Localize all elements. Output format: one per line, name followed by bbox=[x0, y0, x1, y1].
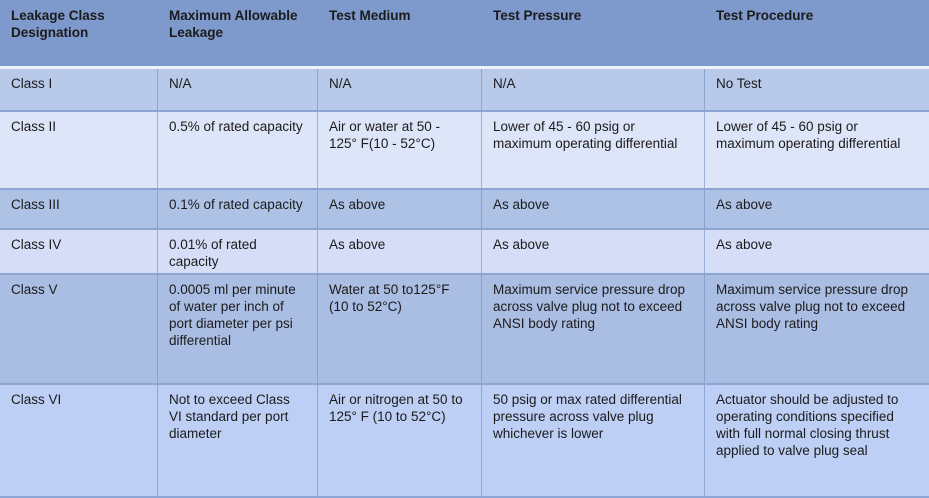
cell-medium: As above bbox=[318, 190, 482, 228]
table-row-class-i: Class I N/A N/A N/A No Test bbox=[0, 69, 929, 110]
table-row-class-ii: Class II 0.5% of rated capacity Air or w… bbox=[0, 110, 929, 188]
table-row-class-iv: Class IV 0.01% of rated capacity As abov… bbox=[0, 228, 929, 273]
table-row-class-v: Class V 0.0005 ml per minute of water pe… bbox=[0, 273, 929, 383]
cell-leakage: 0.0005 ml per minute of water per inch o… bbox=[158, 275, 318, 383]
cell-procedure: As above bbox=[716, 237, 773, 252]
cell-pressure: 50 psig or max rated differential pressu… bbox=[482, 385, 705, 496]
cell-medium: As above bbox=[318, 230, 482, 273]
table-row-class-iii: Class III 0.1% of rated capacity As abov… bbox=[0, 188, 929, 228]
header-separator-line bbox=[0, 66, 929, 69]
cell-medium: Air or nitrogen at 50 to 125° F (10 to 5… bbox=[318, 385, 482, 496]
cell-leakage: 0.1% of rated capacity bbox=[158, 190, 318, 228]
cell-designation: Class VI bbox=[0, 385, 158, 496]
cell-designation: Class V bbox=[0, 275, 158, 383]
cell-procedure: No Test bbox=[716, 76, 762, 91]
cell-designation: Class IV bbox=[0, 230, 158, 273]
cell-leakage: Not to exceed Class VI standard per port… bbox=[158, 385, 318, 496]
cell-leakage: 0.5% of rated capacity bbox=[158, 112, 318, 188]
cell-procedure: Lower of 45 - 60 psig or maximum operati… bbox=[716, 119, 901, 151]
cell-medium: Water at 50 to125°F (10 to 52°C) bbox=[318, 275, 482, 383]
cell-medium: Air or water at 50 - 125° F(10 - 52°C) bbox=[318, 112, 482, 188]
column-header-leakage-class-designation: Leakage Class Designation bbox=[11, 8, 105, 40]
column-header-maximum-allowable-leakage: Maximum Allowable Leakage bbox=[169, 8, 298, 40]
cell-leakage: 0.01% of rated capacity bbox=[158, 230, 318, 273]
cell-procedure: Actuator should be adjusted to operating… bbox=[716, 392, 899, 458]
column-header-test-medium: Test Medium bbox=[329, 8, 411, 23]
cell-pressure: Lower of 45 - 60 psig or maximum operati… bbox=[482, 112, 705, 188]
cell-designation: Class I bbox=[0, 69, 158, 110]
cell-pressure: As above bbox=[482, 190, 705, 228]
column-header-test-procedure: Test Procedure bbox=[716, 8, 814, 23]
cell-procedure: Maximum service pressure drop across val… bbox=[716, 282, 909, 331]
cell-pressure: As above bbox=[482, 230, 705, 273]
column-header-test-pressure: Test Pressure bbox=[493, 8, 582, 23]
table-row-class-vi: Class VI Not to exceed Class VI standard… bbox=[0, 383, 929, 498]
cell-pressure: Maximum service pressure drop across val… bbox=[482, 275, 705, 383]
cell-leakage: N/A bbox=[158, 69, 318, 110]
table-header-row: Leakage Class Designation Maximum Allowa… bbox=[0, 0, 929, 66]
cell-designation: Class III bbox=[0, 190, 158, 228]
cell-medium: N/A bbox=[318, 69, 482, 110]
cell-designation: Class II bbox=[0, 112, 158, 188]
cell-procedure: As above bbox=[716, 197, 773, 212]
cell-pressure: N/A bbox=[482, 69, 705, 110]
